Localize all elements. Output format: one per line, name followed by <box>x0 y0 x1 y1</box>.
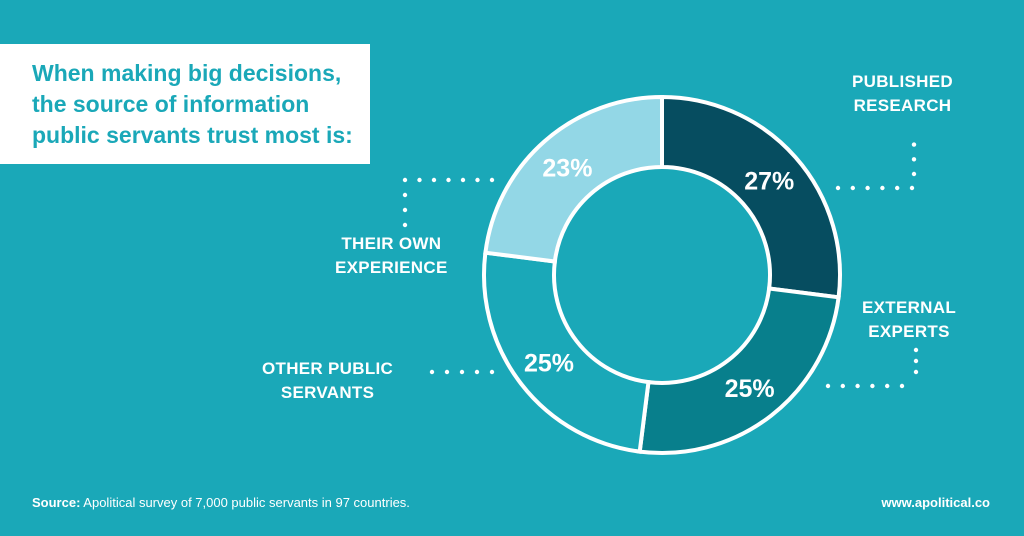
label-other-public-servants: OTHER PUBLIC SERVANTS <box>262 357 393 405</box>
label-their-own-experience: THEIR OWN EXPERIENCE <box>335 232 448 280</box>
label-external-experts-line-2: EXPERTS <box>868 322 950 341</box>
leader-dot <box>446 177 451 183</box>
website-link[interactable]: www.apolitical.co <box>881 495 990 510</box>
label-other-public-servants-line-2: SERVANTS <box>280 383 375 402</box>
value-label-their-own-experience: 23% <box>542 155 592 183</box>
leader-dot <box>835 185 841 191</box>
leader-dot <box>895 185 900 191</box>
leader-other-public-servants <box>429 369 495 375</box>
slice-external-experts <box>637 286 841 455</box>
leader-dot <box>911 142 917 147</box>
title-line-1: When making big decisions, <box>32 60 342 86</box>
leader-dot <box>911 157 917 162</box>
value-label-published-research: 27% <box>744 167 794 195</box>
leader-dot <box>825 383 831 389</box>
leader-dot <box>885 383 890 389</box>
leader-dot <box>402 192 408 198</box>
leader-dot <box>444 369 450 375</box>
leader-dot <box>899 383 905 389</box>
leader-dot <box>460 177 466 183</box>
label-published-research-line-1: PUBLISHED <box>852 72 953 91</box>
leader-dot <box>855 383 860 389</box>
source-text: Apolitical survey of 7,000 public servan… <box>80 495 410 510</box>
leader-dot <box>402 222 408 228</box>
leader-published-research <box>835 142 917 191</box>
leader-external-experts <box>825 347 919 389</box>
leader-dot <box>865 185 870 191</box>
leader-dot <box>489 369 495 375</box>
leader-dot <box>429 369 435 375</box>
slice-their-own-experience <box>483 94 664 264</box>
label-their-own-experience-line-1: THEIR OWN <box>341 234 442 253</box>
source-note: Source: Apolitical survey of 7,000 publi… <box>32 495 410 510</box>
source-label: Source: <box>32 495 81 510</box>
leader-dot <box>489 177 495 183</box>
leader-dot <box>474 369 480 375</box>
leader-dot <box>402 177 408 183</box>
leader-dot <box>870 383 875 389</box>
label-external-experts-line-1: EXTERNAL <box>862 298 957 317</box>
leader-dot <box>840 383 845 389</box>
label-their-own-experience-line-2: EXPERIENCE <box>335 258 448 277</box>
leader-dot <box>459 369 465 375</box>
leader-dot <box>402 207 408 213</box>
leader-dot <box>913 347 919 353</box>
leader-dot <box>913 358 919 364</box>
leader-dot <box>431 177 437 183</box>
leader-dot <box>475 177 480 183</box>
title-box: When making big decisions, the source of… <box>0 44 370 164</box>
label-published-research-line-2: RESEARCH <box>853 96 952 115</box>
value-label-external-experts: 25% <box>725 375 775 403</box>
leader-dot <box>913 369 919 375</box>
leader-dot <box>880 185 885 191</box>
value-label-other-public-servants: 25% <box>524 350 574 378</box>
label-external-experts: EXTERNAL EXPERTS <box>862 296 956 344</box>
label-other-public-servants-line-1: OTHER PUBLIC <box>262 359 394 378</box>
title-line-3: public servants trust most is: <box>32 122 353 148</box>
leader-dot <box>911 171 917 177</box>
leader-dot <box>417 177 422 183</box>
leader-dot <box>850 185 855 191</box>
label-published-research: PUBLISHED RESEARCH <box>852 70 953 118</box>
leader-dot <box>909 185 915 191</box>
leader-their-own-experience <box>402 177 495 228</box>
slice-other-public-servants <box>482 250 651 454</box>
title-line-2: the source of information <box>32 91 310 117</box>
slice-published-research <box>660 94 842 300</box>
